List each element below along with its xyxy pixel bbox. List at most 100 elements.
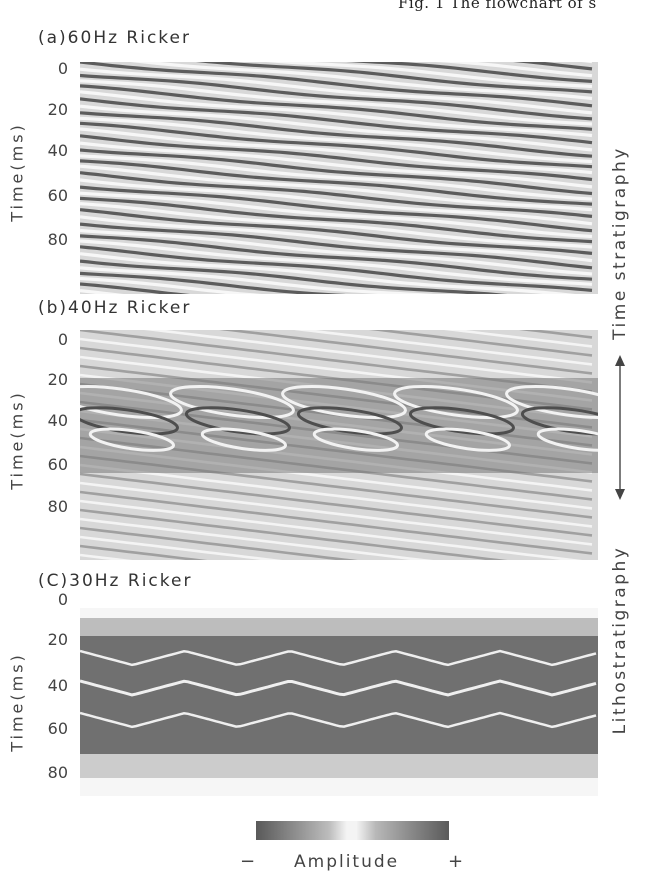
seismic-event: [80, 472, 593, 537]
reflector-fade: [80, 754, 598, 778]
seismic-event: [80, 196, 593, 244]
panel-c-ylabel: Time(ms): [7, 652, 27, 752]
seismic-event: [80, 535, 283, 560]
lens-ellipse: [88, 427, 175, 452]
lens-ellipse: [200, 427, 287, 452]
panel-c-ytick: 80: [47, 763, 68, 782]
time-stratigraphy-label: Time stratigraphy: [610, 146, 630, 340]
seismic-event: [80, 228, 593, 276]
seismic-event: [80, 679, 597, 697]
seismic-event: [80, 121, 593, 169]
panel-b-ytick: 60: [47, 455, 68, 474]
seismic-event: [80, 282, 191, 294]
seismic-event: [294, 330, 593, 366]
lithostratigraphy-label: Lithostratigraphy: [610, 545, 630, 735]
seismic-event: [80, 62, 593, 108]
seismic-event: [80, 67, 593, 115]
lens-ellipse: [424, 427, 511, 452]
panel-b-section: [80, 330, 598, 560]
panel-b-ylabel: Time(ms): [7, 390, 27, 490]
seismic-event: [435, 62, 593, 78]
seismic-event: [80, 208, 593, 255]
seismic-event: [345, 62, 593, 83]
seismic-event: [143, 330, 593, 384]
panel-a-ytick: 60: [47, 186, 68, 205]
panel-c-ytick: 60: [47, 719, 68, 738]
seismic-event: [80, 271, 346, 294]
seismic-event: [80, 127, 593, 175]
lens-ellipse: [520, 406, 598, 436]
colorbar-title: Amplitude: [294, 852, 400, 872]
seismic-event: [80, 148, 593, 196]
panel-c-title: (C)30Hz Ricker: [38, 571, 193, 591]
seismic-event: [80, 252, 576, 294]
seismic-event: [443, 330, 593, 348]
seismic-event: [80, 499, 583, 560]
seismic-event: [80, 111, 593, 158]
seismic-event: [80, 116, 593, 164]
panel-c-section: [80, 618, 598, 778]
seismic-event: [80, 191, 593, 239]
lens-ellipse: [80, 385, 183, 419]
panel-b-plot: [80, 330, 598, 560]
seismic-event: [80, 84, 593, 131]
seismic-event: [80, 171, 593, 218]
seismic-event: [80, 104, 593, 152]
panel-a-ylabel: Time(ms): [7, 122, 27, 222]
seismic-event: [80, 490, 593, 555]
seismic-event: [266, 62, 593, 89]
reflector-fade: [80, 618, 598, 636]
seismic-event: [80, 154, 593, 201]
seismic-event: [80, 526, 358, 560]
seismic-event: [80, 178, 593, 226]
seismic-event: [80, 544, 208, 560]
panel-a-ytick: 20: [47, 100, 68, 119]
seismic-event: [80, 97, 593, 145]
seismic-event: [80, 134, 593, 182]
seismic-event: [219, 330, 593, 375]
panel-c-plot: [80, 608, 598, 796]
seismic-event: [80, 159, 593, 206]
lens-ellipse: [296, 406, 403, 436]
seismic-event: [80, 463, 593, 528]
panel-c-ytick: 20: [47, 630, 68, 649]
panel-a-section: [80, 62, 593, 294]
lens-ellipse: [393, 385, 519, 419]
seismic-event: [80, 222, 593, 270]
panel-b-ytick: 40: [47, 411, 68, 430]
amplitude-colorbar: [256, 821, 449, 840]
seismic-event: [80, 215, 593, 263]
seismic-event: [80, 164, 593, 212]
lens-ellipse: [505, 385, 598, 419]
seismic-event: [80, 239, 593, 286]
panel-b-ytick: 20: [47, 370, 68, 389]
lens-ellipse: [80, 406, 179, 436]
panel-c-ytick: 40: [47, 676, 68, 695]
seismic-event: [80, 185, 593, 233]
lens-ellipse: [281, 385, 407, 419]
seismic-event: [80, 234, 593, 281]
seismic-event: [130, 62, 593, 101]
seismic-event: [80, 79, 593, 126]
colorbar-minus-label: −: [240, 851, 256, 872]
panel-a-title: (a)60Hz Ricker: [38, 28, 191, 48]
colorbar-plus-label: +: [448, 851, 464, 872]
page-header: Fig. 1 The flowchart of s: [398, 0, 597, 12]
seismic-event: [80, 517, 433, 560]
lens-ellipse: [169, 385, 295, 419]
seismic-event: [80, 90, 593, 138]
lens-band: [80, 378, 598, 473]
seismic-event: [80, 266, 434, 294]
seismic-event: [80, 73, 593, 121]
seismic-event: [80, 711, 597, 729]
panel-a-ytick: 0: [57, 59, 68, 78]
panel-a-ytick: 40: [47, 141, 68, 160]
lens-ellipse: [408, 406, 515, 436]
seismic-event: [195, 62, 593, 94]
seismic-event: [80, 245, 593, 292]
lens-ellipse: [536, 427, 598, 452]
panel-a-plot: [80, 62, 598, 294]
panel-a-ytick: 80: [47, 230, 68, 249]
panel-b-ytick: 80: [47, 497, 68, 516]
panel-b-ytick: 0: [57, 330, 68, 349]
